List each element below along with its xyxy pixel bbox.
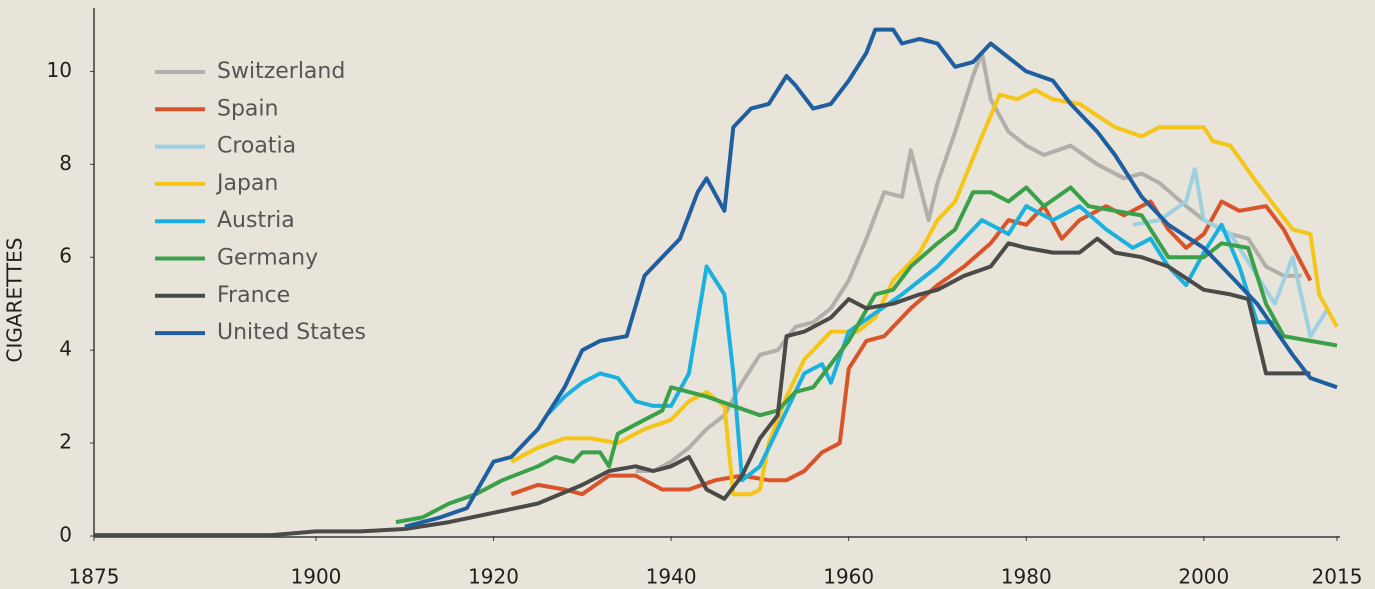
chart: CIGARETTES 0 2 4 6 8 10 1875 1900 1920 1940 1960 19… (0, 0, 1375, 589)
y-tick-label: 8 (59, 151, 72, 175)
y-tick-label: 10 (47, 58, 72, 82)
y-tick-label: 0 (59, 523, 72, 547)
series-line (511, 202, 1310, 495)
x-tick-label: 1875 (69, 565, 120, 589)
x-tick-label: 2015 (1312, 565, 1363, 589)
legend-label: Croatia (217, 134, 296, 159)
page: {"chart_data": {"type": "line", "y_label… (0, 0, 1375, 589)
legend-label: United States (217, 320, 366, 345)
legend-label: France (217, 283, 290, 308)
x-tick-label: 1980 (1001, 565, 1052, 589)
legend-label: Spain (217, 96, 278, 121)
y-tick-label: 6 (59, 244, 72, 268)
x-tick-label: 1920 (468, 565, 519, 589)
x-tick-label: 1940 (646, 565, 697, 589)
series-line (547, 206, 1275, 480)
legend-label: Germany (217, 246, 318, 271)
y-axis-label: CIGARETTES (3, 238, 27, 363)
series-line (1133, 169, 1328, 336)
y-tick-label: 2 (59, 430, 72, 454)
legend-label: Switzerland (217, 59, 345, 84)
x-tick-label: 1960 (823, 565, 874, 589)
x-tick-label: 2000 (1178, 565, 1229, 589)
legend-label: Japan (215, 171, 278, 196)
series-line (405, 30, 1337, 527)
y-tick-label: 4 (59, 337, 72, 361)
legend-label: Austria (217, 208, 295, 233)
x-tick-label: 1900 (291, 565, 342, 589)
